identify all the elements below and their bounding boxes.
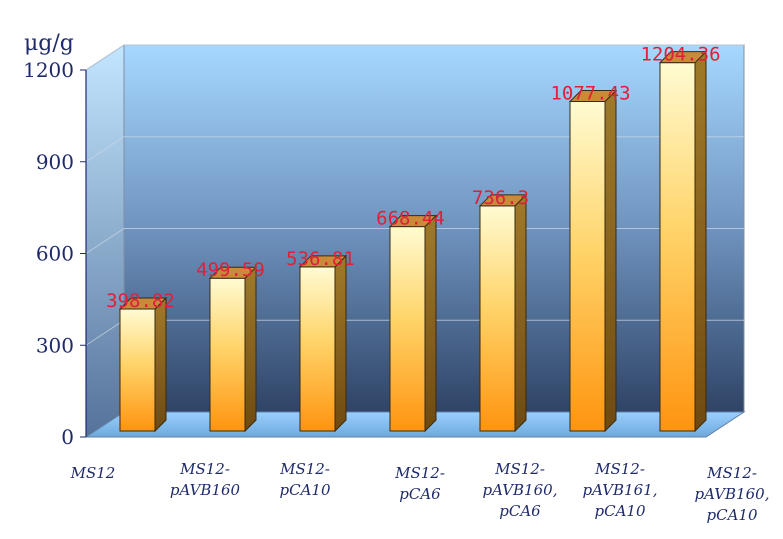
x-tick-label-line: pCA10 <box>595 502 646 520</box>
x-tick-label-line: pAVB160, <box>483 481 558 499</box>
bar-front <box>659 62 696 432</box>
bar <box>118 296 168 433</box>
x-tick-label-line: MS12- <box>706 464 757 482</box>
bar <box>568 89 618 433</box>
value-label: 499.59 <box>196 259 265 281</box>
x-tick-label-line: pCA10 <box>707 506 758 524</box>
value-label: 1077.43 <box>550 82 630 104</box>
x-tick-label-line: pAVB160 <box>170 481 241 499</box>
bar-top <box>658 51 708 64</box>
gridline <box>85 44 744 71</box>
bar-front <box>119 308 156 432</box>
bar <box>388 214 438 433</box>
bar-side <box>604 89 617 433</box>
bar-top <box>208 266 258 279</box>
y-tick-label: 0 <box>61 425 74 449</box>
value-label: 398.82 <box>106 290 175 312</box>
value-label: 1204.36 <box>640 44 720 66</box>
bar-top <box>118 297 168 310</box>
bars <box>118 50 708 433</box>
bar-front <box>299 266 336 432</box>
bar-front <box>569 100 606 432</box>
x-tick-label-line: pAVB161, <box>583 481 658 499</box>
bar-side <box>334 254 347 433</box>
x-tick-label-line: pCA10 <box>280 481 331 499</box>
x-tick-label-line: MS12 <box>70 464 116 482</box>
bar-top <box>388 215 438 228</box>
x-tick-label: MS12 <box>70 464 116 482</box>
bar <box>658 50 708 433</box>
x-tick-label: MS12- pCA10 <box>279 460 331 499</box>
x-tick-label-line: pCA6 <box>399 485 441 503</box>
x-tick-label-line: MS12- <box>494 460 545 478</box>
value-label: 736.3 <box>472 187 529 209</box>
bar-front <box>389 226 426 432</box>
bar-side <box>694 50 707 433</box>
bar-front <box>479 205 516 432</box>
y-tick-label: 1200 <box>23 58 74 82</box>
x-tick-label: MS12- pAVB160 <box>170 460 241 499</box>
x-tick-label: MS12- pCA6 <box>394 464 445 503</box>
bar-side <box>514 193 527 433</box>
x-axis-labels: MS12 MS12-pAVB160MS12-pCA10MS12-pCA6MS12-… <box>70 460 770 524</box>
x-tick-label: MS12- pAVB161, pCA10 <box>583 460 658 520</box>
y-tick-label: 300 <box>36 333 74 357</box>
gridline <box>85 136 744 163</box>
x-tick-label-line: pAVB160, <box>695 485 770 503</box>
gridline <box>85 228 744 254</box>
y-axis-unit: μg/g <box>24 31 74 56</box>
x-tick-label-line: MS12- <box>594 460 645 478</box>
y-tick-label: 900 <box>36 150 74 174</box>
bar-side <box>154 296 167 433</box>
bar-top <box>478 194 528 207</box>
x-tick-label: MS12- pAVB160, pCA10 <box>695 464 770 524</box>
bar-top <box>298 255 348 268</box>
bar-front <box>209 277 246 432</box>
value-label: 536.81 <box>286 248 355 270</box>
bar-side <box>424 214 437 433</box>
value-label: 668.44 <box>376 208 445 230</box>
bar <box>478 193 528 433</box>
x-tick-label-line: MS12- <box>279 460 330 478</box>
bar-side <box>244 266 257 433</box>
x-tick-label-line: MS12- <box>179 460 230 478</box>
bar <box>298 254 348 433</box>
bar-top <box>568 89 618 102</box>
x-tick-label: MS12- pAVB160, pCA6 <box>483 460 558 520</box>
x-tick-label-line: pCA6 <box>499 502 541 520</box>
value-labels: 398.82 499.59 536.81 668.44 736.3 1077.43 1204… <box>106 44 720 312</box>
y-axis: 0 300 600 900 1200 <box>23 58 87 449</box>
bar <box>208 266 258 433</box>
x-tick-label-line: MS12- <box>394 464 445 482</box>
y-tick-label: 600 <box>36 242 74 266</box>
